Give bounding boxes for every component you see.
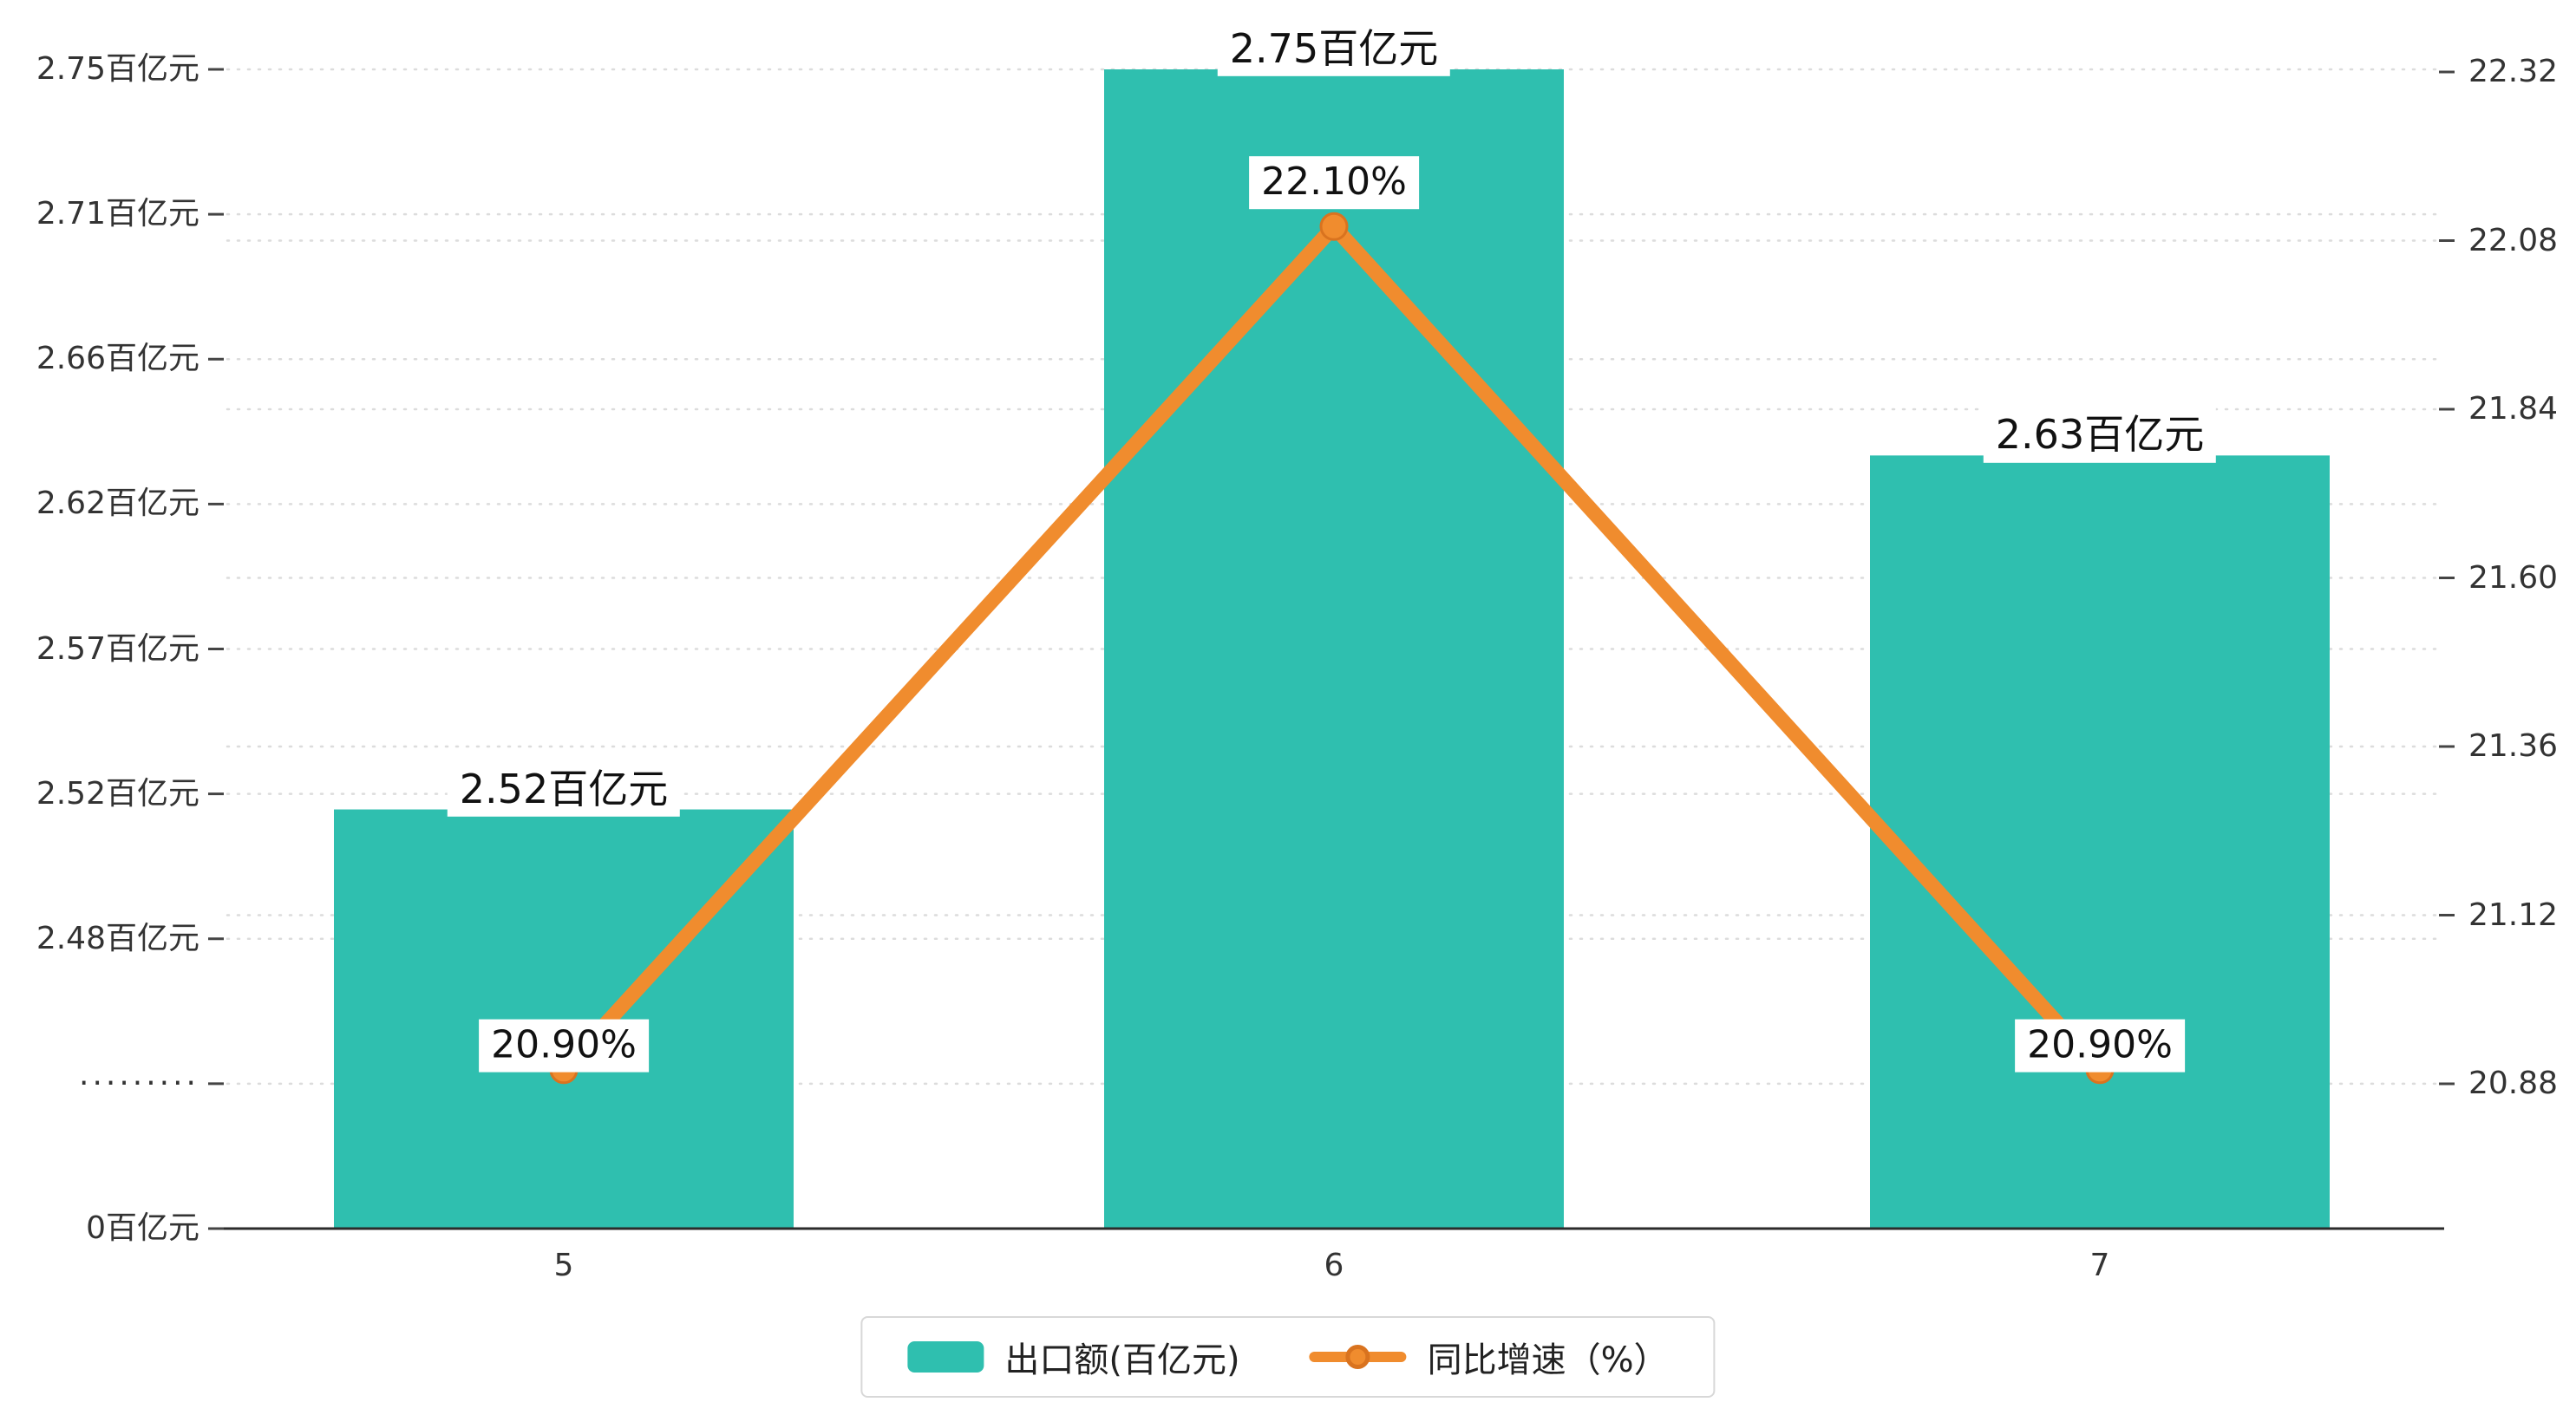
- growth-point-month-6[interactable]: [1319, 212, 1349, 241]
- legend: 出口额(百亿元) 同比增速（%）: [860, 1316, 1716, 1398]
- growth-point-month-5[interactable]: [549, 1055, 579, 1085]
- growth-point-month-7[interactable]: [2085, 1055, 2115, 1085]
- legend-bar-swatch-icon: [907, 1341, 984, 1373]
- legend-label: 同比增速（%）: [1427, 1340, 1669, 1380]
- legend-label: 出口额(百亿元): [1004, 1340, 1240, 1380]
- legend-line-swatch-icon: [1309, 1345, 1407, 1369]
- bar-month-7[interactable]: [1870, 455, 2330, 1229]
- bar-month-6[interactable]: [1104, 69, 1564, 1229]
- legend-line-dot-icon: [1345, 1345, 1370, 1369]
- legend-item-export[interactable]: 出口额(百亿元): [907, 1332, 1240, 1382]
- legend-item-growth[interactable]: 同比增速（%）: [1309, 1332, 1669, 1382]
- bar-month-5[interactable]: [334, 809, 794, 1229]
